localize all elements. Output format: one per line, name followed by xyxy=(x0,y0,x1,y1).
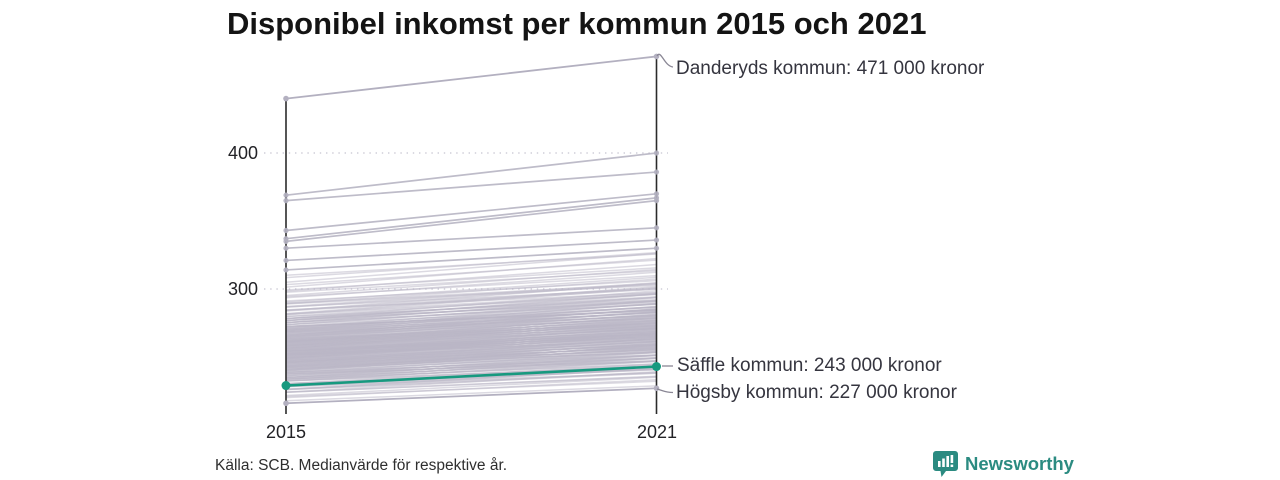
year-axes xyxy=(285,56,658,414)
annotated-municipality-lines xyxy=(281,53,661,407)
x-axis-label-2015: 2015 xyxy=(265,422,307,442)
background-municipality-lines xyxy=(285,251,657,402)
bar-chart-speech-bubble-icon xyxy=(933,451,958,477)
annotation-saffle: Säffle kommun: 243 000 kronor xyxy=(677,355,942,376)
source-note: Källa: SCB. Medianvärde för respektive å… xyxy=(215,457,508,474)
y-axis-tick-400: 400 xyxy=(227,143,258,163)
y-axis-tick-300: 300 xyxy=(227,279,258,299)
chart-title: Disponibel inkomst per kommun 2015 och 2… xyxy=(227,6,927,41)
x-axis-label-2021: 2021 xyxy=(636,422,678,442)
annotation-connectors xyxy=(656,53,674,394)
line-danderyd xyxy=(283,53,660,102)
newsworthy-logo-text: Newsworthy xyxy=(965,453,1074,474)
annotation-hogsby: Högsby kommun: 227 000 kronor xyxy=(676,382,957,403)
line-hogsby xyxy=(283,385,660,407)
line-saffle xyxy=(281,362,661,391)
upper-municipality-lines xyxy=(283,150,660,273)
newsworthy-logo[interactable]: Newsworthy xyxy=(932,450,1074,478)
annotation-danderyd: Danderyds kommun: 471 000 kronor xyxy=(676,58,985,79)
